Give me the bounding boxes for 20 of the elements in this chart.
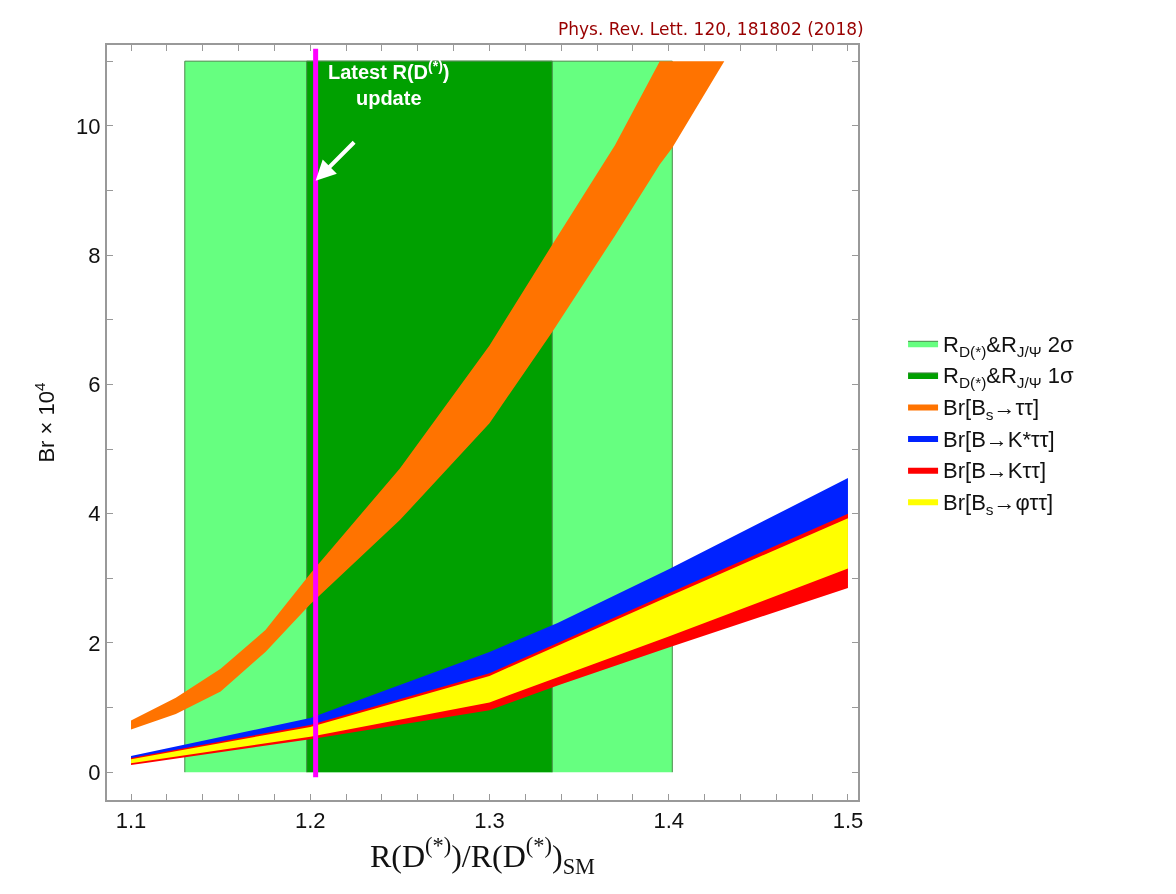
ref-line-label: Latest R(D$^{(*)}$) update — [328, 58, 450, 110]
legend-label: Br[B→K*ττ] — [943, 426, 1055, 452]
legend-label: R$_{D(*)}$&R$_{J/Ψ}$ 2σ — [943, 331, 1075, 360]
legend-label: R$_{D(*)}$&R$_{J/Ψ}$ 1σ — [943, 363, 1075, 392]
text: Phys. Rev. Lett. 120, 181802 (2018) — [558, 19, 864, 39]
x-axis-title: R(D$^{(*)}$)/R(D$^{(*)}$)$_{SM}$ — [369, 833, 596, 879]
y-tick-label: 0 — [88, 759, 101, 785]
x-tick-label: 1.2 — [294, 808, 326, 834]
y-tick-label: 8 — [88, 242, 101, 268]
y-tick-label: 10 — [76, 113, 101, 139]
y-tick-label: 2 — [88, 630, 101, 656]
x-tick-label: 1.4 — [653, 808, 685, 834]
x-tick-label: 1.5 — [832, 808, 864, 834]
y-tick-label: 4 — [88, 501, 101, 527]
legend-label: Br[B→Kττ] — [943, 458, 1047, 484]
y-tick-label: 6 — [88, 372, 101, 398]
x-tick-label: 1.1 — [115, 808, 147, 834]
legend-label: Br[B$_{s}$→φττ] — [943, 489, 1054, 518]
legend-label: Br[B$_{s}$→ττ] — [943, 395, 1040, 423]
x-tick-label: 1.3 — [474, 808, 505, 834]
